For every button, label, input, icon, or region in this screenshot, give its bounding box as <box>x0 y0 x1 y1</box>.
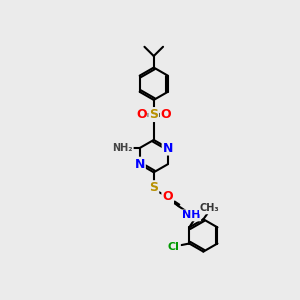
Text: N: N <box>163 142 173 154</box>
Text: O: O <box>161 108 172 121</box>
Text: NH: NH <box>182 210 200 220</box>
Text: NH₂: NH₂ <box>112 143 133 153</box>
Text: Cl: Cl <box>168 242 180 252</box>
Text: S: S <box>149 181 158 194</box>
Text: O: O <box>136 108 147 121</box>
Text: CH₃: CH₃ <box>200 203 219 214</box>
Text: N: N <box>134 158 145 171</box>
Text: S: S <box>149 108 158 121</box>
Text: O: O <box>162 190 173 203</box>
